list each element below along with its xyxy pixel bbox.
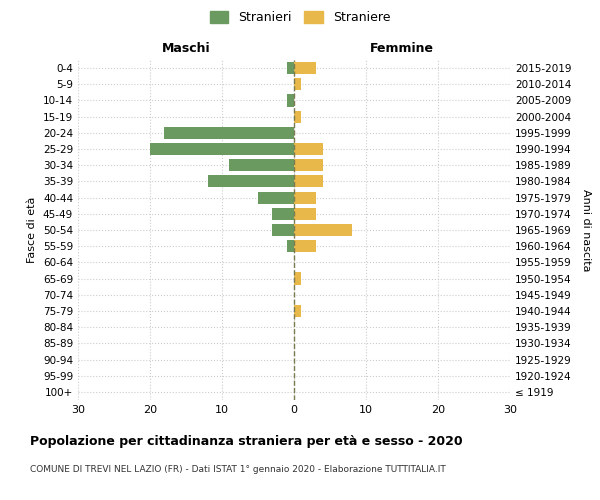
Text: Femmine: Femmine bbox=[370, 42, 434, 55]
Bar bbox=[272, 208, 294, 220]
Bar bbox=[294, 305, 301, 317]
Bar bbox=[150, 143, 294, 155]
Bar bbox=[294, 78, 301, 90]
Bar bbox=[294, 176, 323, 188]
Bar bbox=[258, 192, 294, 203]
Bar bbox=[294, 192, 316, 203]
Text: COMUNE DI TREVI NEL LAZIO (FR) - Dati ISTAT 1° gennaio 2020 - Elaborazione TUTTI: COMUNE DI TREVI NEL LAZIO (FR) - Dati IS… bbox=[30, 465, 446, 474]
Bar bbox=[208, 176, 294, 188]
Bar bbox=[294, 224, 352, 236]
Bar bbox=[287, 62, 294, 74]
Bar bbox=[287, 240, 294, 252]
Bar bbox=[287, 94, 294, 106]
Text: Maschi: Maschi bbox=[161, 42, 211, 55]
Bar bbox=[229, 159, 294, 172]
Bar bbox=[294, 62, 316, 74]
Bar bbox=[294, 208, 316, 220]
Y-axis label: Anni di nascita: Anni di nascita bbox=[581, 188, 591, 271]
Y-axis label: Fasce di età: Fasce di età bbox=[28, 197, 37, 263]
Bar bbox=[294, 240, 316, 252]
Bar bbox=[272, 224, 294, 236]
Legend: Stranieri, Straniere: Stranieri, Straniere bbox=[205, 6, 395, 29]
Bar bbox=[294, 110, 301, 122]
Bar bbox=[294, 159, 323, 172]
Bar bbox=[164, 127, 294, 139]
Bar bbox=[294, 272, 301, 284]
Bar bbox=[294, 143, 323, 155]
Text: Popolazione per cittadinanza straniera per età e sesso - 2020: Popolazione per cittadinanza straniera p… bbox=[30, 435, 463, 448]
